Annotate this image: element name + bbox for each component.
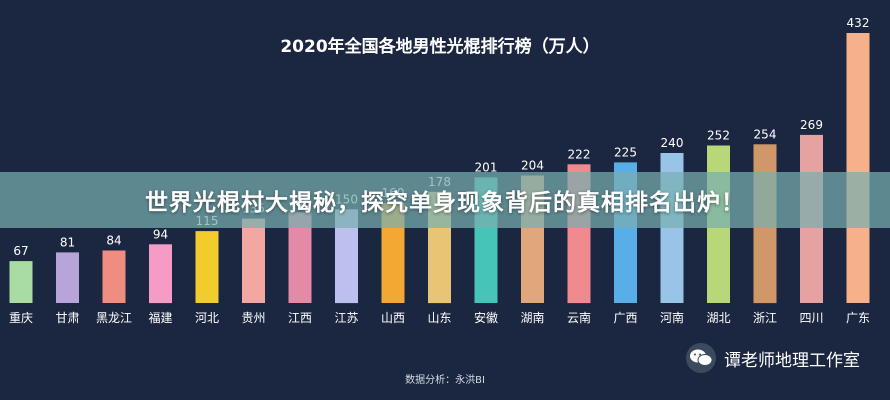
category-label: 广西 <box>613 311 637 325</box>
bar-江西 <box>288 212 312 303</box>
bar-贵州 <box>242 218 265 303</box>
value-label: 432 <box>847 16 870 30</box>
chart-title: 2020年全国各地男性光棍排行榜（万人） <box>280 36 599 57</box>
bar-黑龙江 <box>102 250 126 303</box>
category-label: 甘肃 <box>55 311 79 325</box>
value-label: 269 <box>800 118 823 132</box>
value-label: 94 <box>153 227 168 241</box>
category-label: 浙江 <box>753 311 777 325</box>
bar-江苏 <box>335 209 358 304</box>
category-label: 湖南 <box>520 310 544 325</box>
category-label: 山东 <box>427 311 451 325</box>
value-label: 254 <box>754 127 777 141</box>
headline-text: 世界光棍村大揭秘，探究单身现象背后的真相排名出炉！ <box>145 190 745 216</box>
wechat-icon <box>686 343 716 373</box>
category-label: 江苏 <box>334 311 358 325</box>
category-label: 福建 <box>148 310 172 325</box>
category-label: 四川 <box>799 311 823 325</box>
category-label: 贵州 <box>241 311 265 325</box>
value-label: 240 <box>661 136 684 150</box>
category-label: 黑龙江 <box>96 311 132 325</box>
category-label: 湖北 <box>706 310 730 325</box>
bar-甘肃 <box>56 252 79 303</box>
value-label: 222 <box>568 147 591 161</box>
value-label: 81 <box>60 235 75 249</box>
category-label: 山西 <box>381 311 405 325</box>
watermark-text: 谭老师地理工作室 <box>724 350 860 371</box>
category-label: 云南 <box>567 310 591 325</box>
bar-广东 <box>846 33 870 303</box>
value-label: 252 <box>707 129 730 143</box>
bar-福建 <box>149 244 172 304</box>
category-label: 河北 <box>195 311 219 325</box>
bars-group: 67重庆81甘肃84黑龙江94福建115河北135贵州145江西150江苏160… <box>9 16 870 325</box>
category-label: 重庆 <box>9 311 33 325</box>
watermark: 谭老师地理工作室 <box>686 343 860 373</box>
bar-山西 <box>381 203 405 303</box>
category-label: 广东 <box>846 311 870 325</box>
bar-重庆 <box>9 261 33 303</box>
category-label: 安徽 <box>474 310 498 325</box>
value-label: 67 <box>13 244 28 258</box>
category-label: 江西 <box>288 311 312 325</box>
headline-banner: 世界光棍村大揭秘，探究单身现象背后的真相排名出炉！ <box>0 172 890 228</box>
category-label: 河南 <box>660 310 684 325</box>
value-label: 201 <box>475 160 498 174</box>
value-label: 225 <box>614 145 637 159</box>
source-note: 数据分析：永洪BI <box>405 373 485 386</box>
value-label: 204 <box>521 159 544 173</box>
bar-河北 <box>195 231 219 303</box>
value-label: 84 <box>106 234 121 248</box>
